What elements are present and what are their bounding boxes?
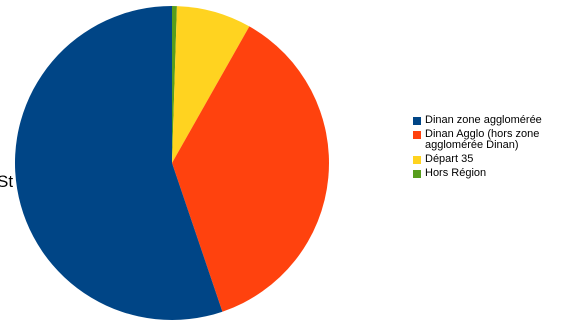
legend-label-depart-35: Départ 35 <box>425 153 474 165</box>
legend-label-hors-region: Hors Région <box>425 167 487 179</box>
legend-item-dinan-agglo: Dinan Agglo (hors zone agglomérée Dinan) <box>413 129 573 151</box>
legend-item-hors-region: Hors Région <box>413 168 573 179</box>
legend-item-depart-35: Départ 35 <box>413 154 573 165</box>
legend-swatch-dinan-zone <box>413 117 421 125</box>
legend-swatch-depart-35 <box>413 156 421 164</box>
legend: Dinan zone agglomérée Dinan Agglo (hors … <box>413 115 573 182</box>
cut-off-label: St <box>0 172 14 191</box>
pie-slice-dinan-zone-agglom-r-e <box>14 6 223 320</box>
legend-label-dinan-agglo: Dinan Agglo (hors zone agglomérée Dinan) <box>425 128 540 151</box>
pie-slice-d-part-35 <box>172 6 250 163</box>
legend-swatch-dinan-agglo <box>413 131 421 139</box>
legend-item-dinan-zone: Dinan zone agglomérée <box>413 115 573 126</box>
legend-label-dinan-zone: Dinan zone agglomérée <box>425 114 542 126</box>
legend-swatch-hors-region <box>413 170 421 178</box>
pie-slice-hors-r-gion <box>172 6 177 163</box>
pie-slice-dinan-agglo-hors-zone-agglom-r-e-dinan <box>172 26 329 312</box>
